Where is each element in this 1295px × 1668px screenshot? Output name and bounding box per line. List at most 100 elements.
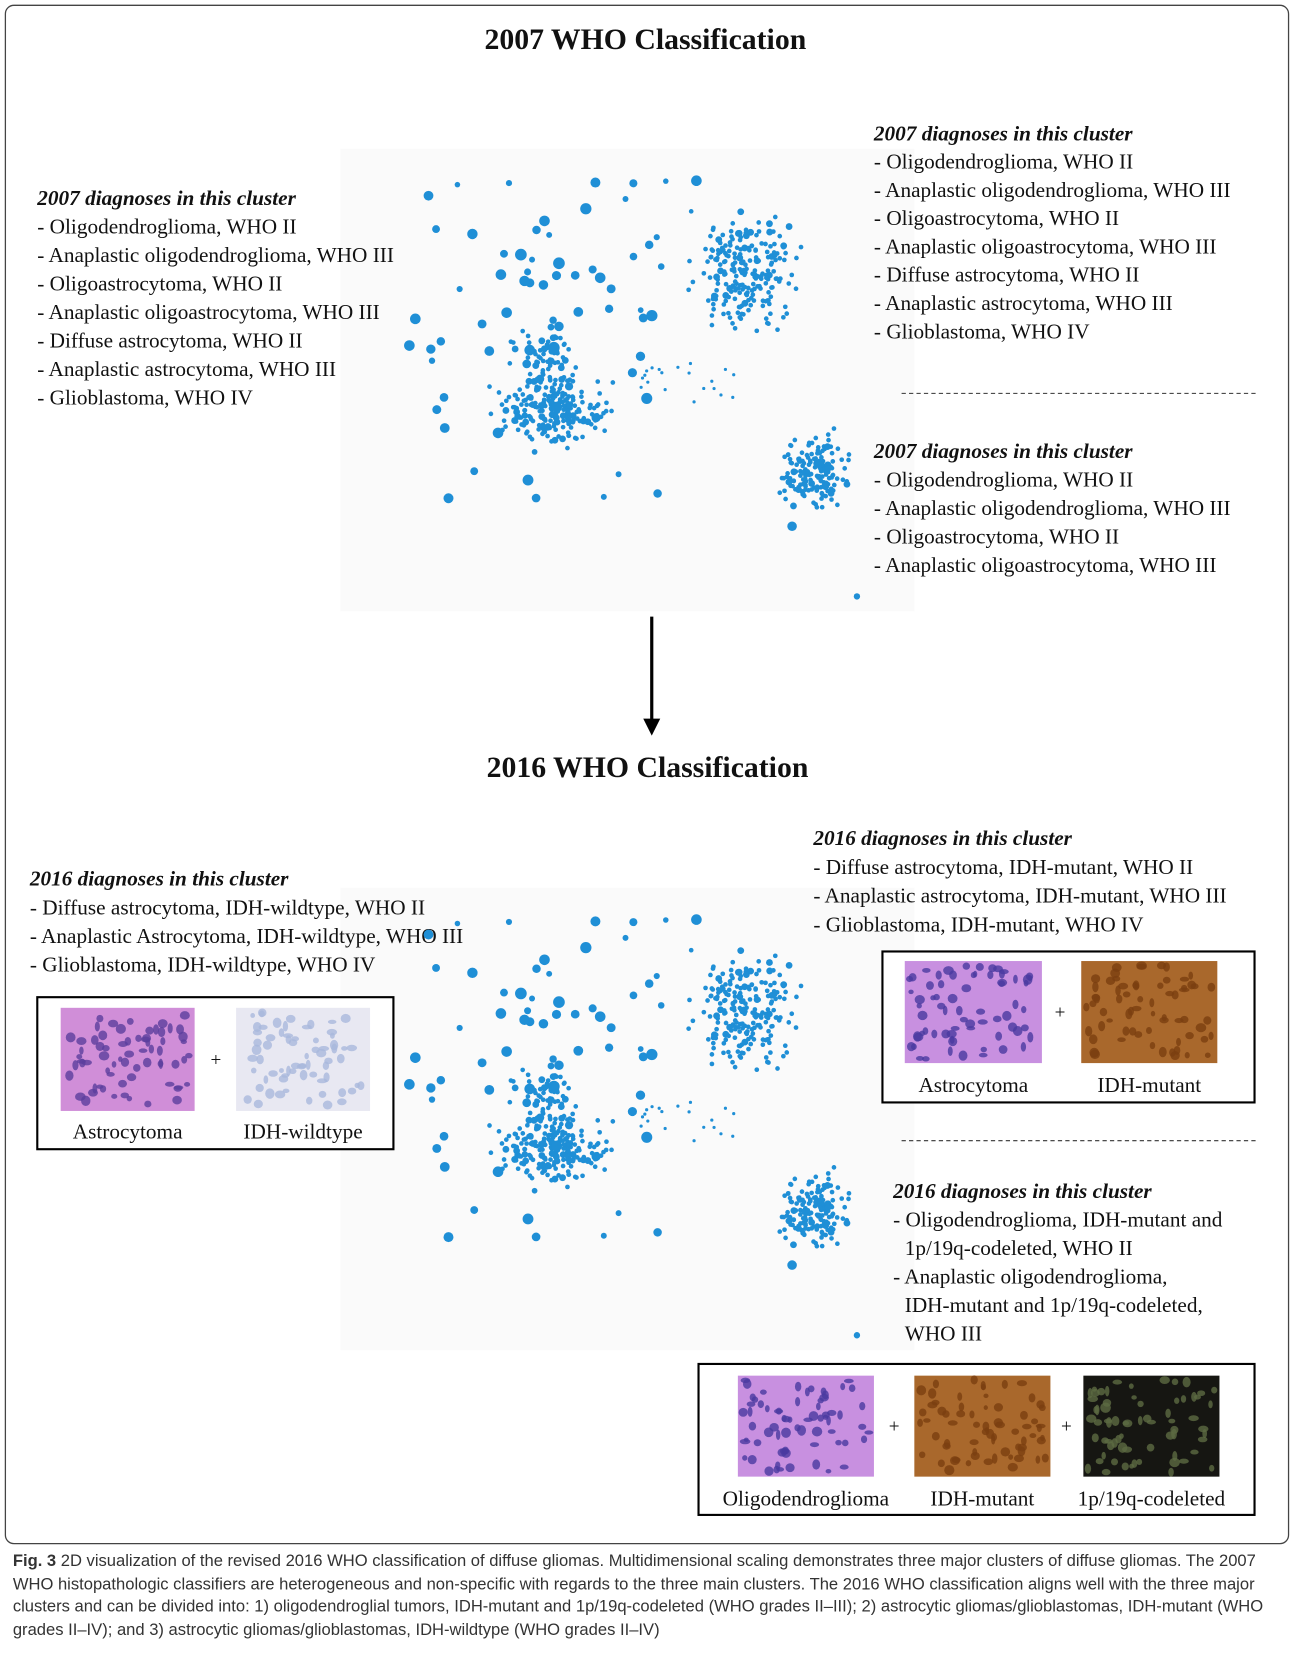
nucleus	[337, 1098, 347, 1106]
cluster-heading: 2007 diagnoses in this cluster	[873, 439, 1133, 463]
scatter-point	[766, 1028, 771, 1034]
scatter-point	[423, 190, 434, 201]
scatter-point	[835, 1185, 841, 1190]
scatter-point	[717, 240, 723, 246]
nucleus	[1121, 1462, 1129, 1471]
scatter-point	[721, 302, 727, 307]
nucleus	[1083, 1002, 1090, 1012]
scatter-point	[566, 1085, 571, 1091]
scatter-point	[627, 368, 637, 378]
scatter-point	[819, 1230, 825, 1235]
scatter-point	[770, 285, 775, 290]
scatter-point	[846, 457, 851, 463]
scatter-point	[538, 355, 543, 361]
nucleus	[265, 1034, 276, 1042]
scatter-point	[513, 419, 519, 424]
nucleus	[1020, 1410, 1028, 1420]
nucleus	[111, 1061, 117, 1068]
nucleus	[1163, 962, 1170, 972]
scatter-point	[553, 1116, 558, 1122]
scatter-point	[529, 436, 535, 442]
nucleus	[1161, 1014, 1167, 1022]
scatter-point	[764, 1059, 770, 1065]
nucleus	[1187, 980, 1197, 990]
scatter-point	[785, 961, 793, 969]
scatter-point	[692, 1139, 696, 1143]
nucleus	[185, 1052, 193, 1059]
scatter-point	[521, 398, 527, 404]
scatter-point	[744, 1005, 749, 1011]
scatter-point	[657, 1002, 665, 1009]
plus-sign: +	[1055, 1002, 1066, 1023]
scatter-point	[570, 1111, 575, 1117]
scatter-point	[484, 1084, 495, 1095]
scatter-point	[783, 250, 788, 256]
scatter-point	[726, 310, 731, 316]
scatter-point	[742, 1011, 747, 1017]
scatter-point	[635, 351, 646, 362]
scatter-point	[707, 1014, 713, 1019]
scatter-point	[436, 337, 446, 346]
scatter-point	[829, 497, 834, 502]
scatter-point	[492, 427, 504, 439]
scatter-point	[687, 371, 691, 375]
scatter-point	[754, 1067, 760, 1073]
caption-box: Fig. 3 2D visualization of the revised 2…	[13, 1552, 1263, 1639]
nucleus	[1027, 975, 1033, 982]
scatter-point	[527, 1110, 533, 1116]
scatter-point	[764, 988, 770, 994]
scatter-point	[743, 1001, 748, 1006]
nucleus	[993, 1403, 1003, 1412]
scatter-point	[766, 967, 774, 975]
scatter-point	[513, 405, 519, 411]
scatter-point	[560, 424, 566, 430]
scatter-point	[813, 435, 819, 441]
scatter-point	[604, 1043, 614, 1052]
scatter-point	[787, 521, 797, 532]
nucleus	[79, 1058, 86, 1068]
nucleus	[816, 1402, 821, 1411]
scatter-point	[789, 460, 795, 466]
scatter-point	[756, 959, 762, 964]
scatter-point	[519, 1141, 524, 1146]
scatter-point	[541, 1167, 547, 1173]
scatter-point	[627, 1107, 637, 1117]
nucleus	[1190, 1449, 1199, 1455]
scatter-point	[505, 179, 513, 187]
scatter-point	[558, 382, 564, 388]
scatter-point	[730, 1001, 736, 1007]
scatter-point	[752, 1007, 758, 1012]
scatter-point	[510, 1079, 516, 1084]
nucleus	[111, 1093, 118, 1099]
image-label: Astrocytoma	[918, 1073, 1028, 1097]
nucleus	[316, 1078, 328, 1084]
nucleus	[65, 1032, 76, 1043]
scatter-point	[629, 252, 638, 261]
scatter-point	[786, 1020, 792, 1025]
cluster-item: - Anaplastic oligoastrocytoma, WHO III	[37, 300, 379, 324]
nucleus	[1207, 982, 1216, 992]
scatter-point	[663, 917, 669, 923]
scatter-point	[824, 443, 831, 451]
scatter-point	[454, 181, 461, 188]
scatter-point	[824, 1182, 831, 1189]
scatter-point	[601, 1149, 606, 1155]
scatter-point	[552, 1132, 558, 1138]
scatter-point	[825, 1171, 831, 1176]
scatter-point	[736, 254, 744, 262]
scatter-point	[541, 1155, 547, 1161]
scatter-point	[537, 1162, 543, 1167]
nucleus	[839, 1464, 849, 1470]
scatter-point	[568, 425, 574, 430]
scatter-point	[702, 386, 706, 391]
scatter-point	[835, 446, 841, 452]
nucleus	[1149, 1041, 1156, 1050]
scatter-point	[737, 1053, 743, 1059]
scatter-point	[791, 478, 797, 484]
nucleus	[1007, 1462, 1018, 1472]
nucleus	[848, 1384, 856, 1393]
scatter-point	[831, 1221, 837, 1227]
scatter-point	[734, 245, 740, 251]
nucleus	[99, 1085, 107, 1093]
scatter-point	[794, 1201, 799, 1206]
